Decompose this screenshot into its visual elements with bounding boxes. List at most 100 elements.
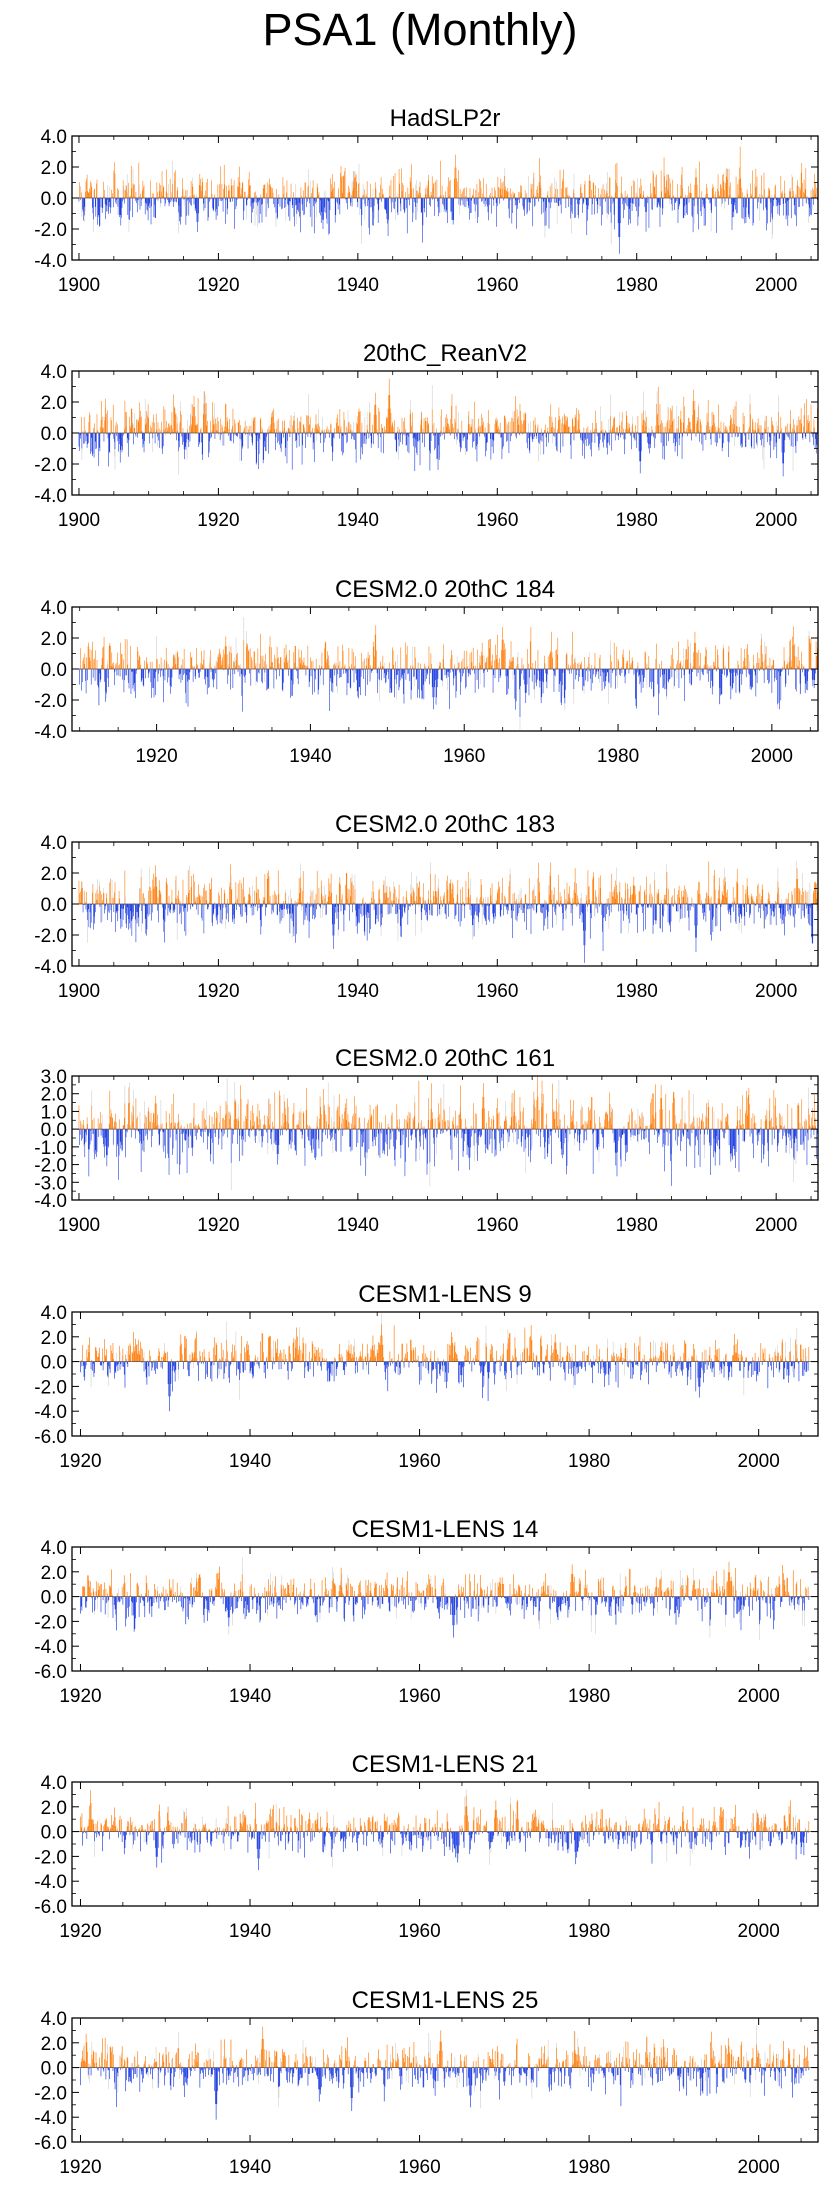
positive-bar [200, 179, 201, 198]
positive-bar [172, 902, 173, 904]
negative-bar [808, 198, 809, 205]
positive-bar [164, 430, 165, 433]
negative-bar [700, 198, 701, 212]
positive-bar [177, 187, 179, 198]
positive-bar [549, 186, 551, 198]
positive-bar [183, 195, 185, 198]
positive-bar [178, 656, 179, 669]
negative-bar [745, 433, 746, 448]
positive-bar [709, 429, 710, 433]
negative-bar [568, 198, 570, 207]
positive-bar [629, 427, 631, 433]
negative-bar [245, 669, 246, 676]
positive-bar [623, 428, 624, 433]
negative-bar [541, 198, 542, 215]
positive-bar [171, 889, 173, 904]
positive-bar [771, 416, 772, 433]
positive-bar [214, 665, 216, 669]
negative-bar [161, 669, 163, 671]
positive-bar [533, 420, 534, 433]
positive-bar [316, 870, 318, 904]
negative-bar [368, 198, 370, 228]
negative-bar [647, 198, 649, 203]
negative-bar [338, 904, 339, 930]
positive-bar [420, 419, 422, 433]
positive-bar [466, 187, 467, 198]
positive-bar [144, 898, 145, 904]
positive-bar [326, 901, 328, 904]
positive-bar [574, 662, 576, 669]
negative-bar [576, 669, 578, 671]
positive-bar [557, 189, 559, 198]
positive-bar [201, 177, 203, 198]
negative-bar [199, 669, 200, 678]
positive-bar [390, 413, 392, 433]
positive-bar [768, 188, 770, 198]
negative-bar [619, 669, 620, 675]
negative-bar [271, 904, 273, 915]
positive-bar [630, 431, 632, 433]
positive-bar [646, 195, 648, 198]
positive-bar [253, 651, 255, 669]
positive-bar [401, 191, 403, 198]
positive-bar [253, 417, 255, 433]
positive-bar [565, 424, 567, 433]
negative-bar [161, 433, 163, 449]
negative-bar [336, 669, 337, 687]
y-tick-label: -2.0 [34, 455, 67, 476]
negative-bar [580, 433, 582, 441]
negative-bar [663, 433, 664, 447]
positive-bar [455, 167, 457, 198]
positive-bar [193, 873, 194, 904]
positive-bar [750, 183, 751, 198]
negative-bar [141, 669, 143, 681]
negative-bar [606, 433, 607, 448]
negative-bar [614, 198, 615, 230]
positive-bar [536, 189, 538, 198]
positive-bar [85, 181, 87, 198]
positive-bar [326, 659, 328, 669]
positive-bar [330, 896, 331, 904]
positive-bar [359, 412, 360, 433]
positive-bar [697, 420, 699, 433]
positive-bar [759, 425, 761, 433]
positive-bar [481, 424, 483, 433]
negative-bar [170, 198, 172, 203]
positive-bar [110, 878, 111, 904]
negative-bar [607, 669, 609, 673]
positive-bar [521, 658, 523, 669]
negative-bar [442, 669, 443, 681]
negative-bar [525, 669, 527, 704]
negative-bar [736, 433, 738, 438]
positive-bar [566, 186, 568, 198]
positive-bar [679, 663, 681, 669]
negative-bar [252, 433, 253, 446]
x-tick-label: 1960 [476, 510, 518, 531]
positive-bar [361, 422, 363, 433]
negative-bar [227, 198, 229, 209]
positive-bar [371, 897, 373, 904]
positive-bar [620, 667, 622, 669]
negative-bar [571, 198, 572, 212]
positive-bar [381, 665, 383, 669]
negative-bar [675, 433, 677, 443]
positive-bar [303, 424, 305, 433]
negative-bar [619, 198, 621, 238]
positive-bar [700, 421, 701, 433]
positive-bar [790, 410, 791, 433]
negative-bar [251, 433, 253, 443]
positive-bar [478, 178, 480, 198]
positive-bar [219, 895, 220, 904]
positive-bar [754, 430, 755, 433]
positive-bar [796, 425, 797, 433]
positive-bar [156, 429, 158, 433]
negative-bar [806, 669, 807, 690]
positive-bar [220, 166, 222, 198]
positive-bar [752, 170, 753, 198]
positive-bar [588, 180, 590, 198]
positive-bar [92, 892, 93, 904]
positive-bar [476, 184, 478, 198]
positive-bar [594, 428, 595, 433]
positive-bar [284, 892, 286, 904]
positive-bar [171, 425, 172, 433]
